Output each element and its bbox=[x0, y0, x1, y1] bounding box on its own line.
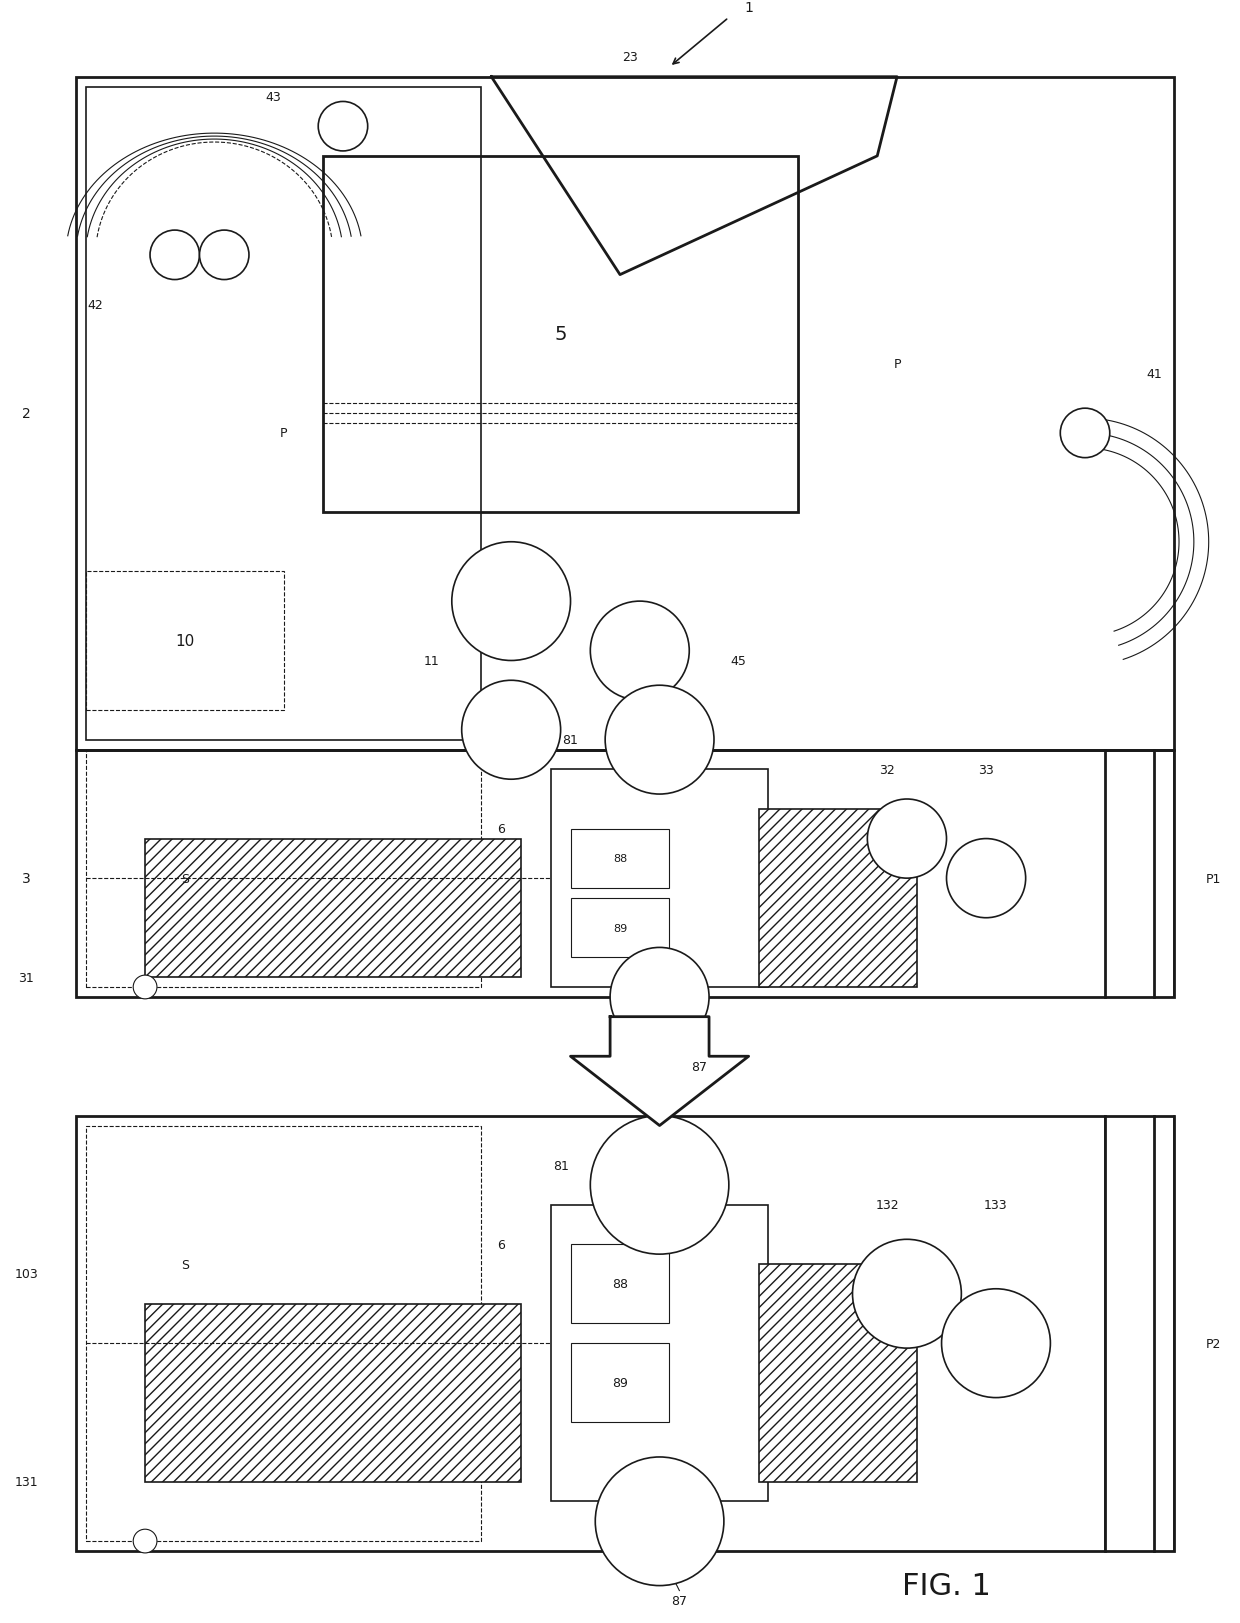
Circle shape bbox=[605, 687, 714, 795]
Circle shape bbox=[610, 948, 709, 1047]
Bar bbox=[86, 750, 481, 987]
Bar bbox=[86, 1126, 481, 1542]
Text: 1: 1 bbox=[744, 2, 753, 16]
Text: P: P bbox=[893, 359, 900, 372]
Text: 132: 132 bbox=[875, 1198, 899, 1211]
Bar bbox=[759, 810, 916, 987]
Text: 88: 88 bbox=[613, 854, 627, 863]
Bar bbox=[324, 157, 799, 513]
Text: 33: 33 bbox=[978, 763, 994, 776]
Text: 11: 11 bbox=[424, 654, 440, 667]
Circle shape bbox=[590, 1117, 729, 1255]
Text: 103: 103 bbox=[15, 1268, 38, 1281]
Text: 32: 32 bbox=[879, 763, 895, 776]
Bar bbox=[570, 1245, 670, 1324]
Text: 6: 6 bbox=[497, 1238, 505, 1251]
Text: 89: 89 bbox=[613, 1376, 627, 1389]
Circle shape bbox=[461, 682, 560, 779]
Circle shape bbox=[595, 1457, 724, 1586]
Bar bbox=[759, 1264, 916, 1482]
Text: 131: 131 bbox=[15, 1475, 38, 1488]
Text: 81: 81 bbox=[563, 734, 579, 747]
Circle shape bbox=[941, 1289, 1050, 1397]
Text: S: S bbox=[181, 1258, 188, 1271]
Circle shape bbox=[853, 1240, 961, 1349]
Text: FIG. 1: FIG. 1 bbox=[901, 1571, 991, 1600]
Text: 45: 45 bbox=[730, 654, 746, 667]
Text: 3: 3 bbox=[22, 872, 31, 886]
Text: 41: 41 bbox=[1147, 368, 1162, 381]
Circle shape bbox=[150, 230, 200, 281]
Circle shape bbox=[319, 102, 368, 153]
Bar bbox=[551, 1204, 769, 1501]
Bar bbox=[76, 750, 1174, 997]
Text: 88: 88 bbox=[613, 1277, 627, 1290]
Text: P1: P1 bbox=[1207, 872, 1221, 885]
Text: 43: 43 bbox=[265, 91, 281, 104]
Text: 87: 87 bbox=[691, 1060, 707, 1073]
Text: 10: 10 bbox=[175, 635, 195, 649]
Bar bbox=[570, 899, 670, 958]
Circle shape bbox=[867, 800, 946, 878]
Text: 133: 133 bbox=[985, 1198, 1008, 1211]
Circle shape bbox=[133, 975, 157, 1000]
Bar bbox=[86, 88, 481, 740]
Text: P: P bbox=[280, 427, 288, 440]
Text: 5: 5 bbox=[554, 325, 567, 344]
Text: 6: 6 bbox=[497, 823, 505, 836]
Bar bbox=[570, 829, 670, 888]
Polygon shape bbox=[491, 78, 897, 276]
Bar bbox=[551, 769, 769, 987]
Text: P2: P2 bbox=[1207, 1337, 1221, 1350]
Text: 87: 87 bbox=[671, 1594, 687, 1607]
Text: 81: 81 bbox=[553, 1159, 569, 1172]
Bar bbox=[76, 78, 1174, 750]
Circle shape bbox=[133, 1529, 157, 1553]
Text: 23: 23 bbox=[622, 52, 637, 65]
Text: S: S bbox=[181, 872, 188, 885]
Circle shape bbox=[590, 602, 689, 701]
Bar bbox=[76, 1117, 1174, 1552]
Polygon shape bbox=[570, 1018, 749, 1126]
Circle shape bbox=[1060, 409, 1110, 458]
Bar bbox=[86, 571, 284, 711]
Text: 2: 2 bbox=[22, 407, 31, 420]
Circle shape bbox=[200, 230, 249, 281]
Circle shape bbox=[451, 542, 570, 661]
Bar bbox=[570, 1344, 670, 1422]
Bar bbox=[145, 839, 521, 977]
Text: 89: 89 bbox=[613, 923, 627, 933]
Text: 31: 31 bbox=[19, 971, 35, 984]
Text: 42: 42 bbox=[88, 299, 103, 312]
Circle shape bbox=[946, 839, 1025, 919]
Bar bbox=[145, 1303, 521, 1482]
